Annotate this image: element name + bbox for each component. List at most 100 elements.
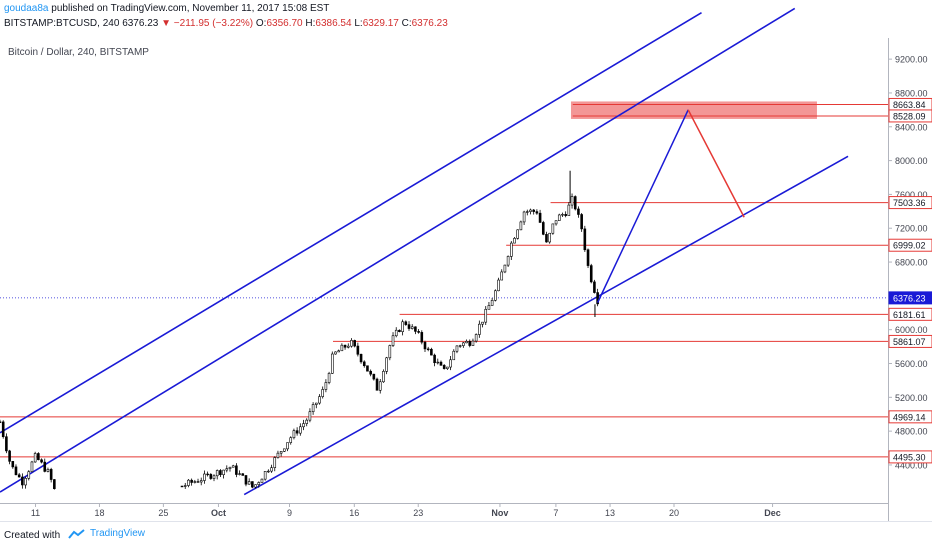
- candle-body: [318, 396, 321, 404]
- candle-body: [359, 353, 363, 363]
- candle-body: [308, 411, 312, 421]
- candle-body: [468, 341, 472, 346]
- x-tick-label: 7: [553, 508, 558, 518]
- level-badge: [888, 307, 932, 321]
- candle-body: [481, 321, 484, 325]
- level-badge: [888, 334, 932, 348]
- candle-body: [567, 204, 571, 216]
- candle-body: [532, 209, 535, 212]
- candle-body: [455, 345, 459, 352]
- x-tick-label: 20: [669, 508, 679, 518]
- y-tick-label: 4800.00: [895, 427, 928, 437]
- candle-body: [417, 331, 420, 333]
- candle-body: [270, 467, 273, 472]
- candle-body: [21, 476, 24, 486]
- last-price: 6376.23: [122, 18, 159, 29]
- candle-body: [244, 475, 248, 485]
- candle-body: [43, 461, 47, 472]
- level-label: 4969.14: [893, 412, 926, 422]
- candle-body: [267, 470, 270, 473]
- candle-body: [5, 436, 8, 452]
- candle-body: [1, 421, 5, 438]
- level-label: 6999.02: [893, 241, 926, 251]
- candle-body: [187, 479, 190, 486]
- candle-body: [260, 478, 264, 483]
- channel-line-middle[interactable]: [0, 7, 796, 493]
- candle-body: [193, 481, 197, 483]
- candle-body: [494, 290, 497, 301]
- x-tick-label: 11: [31, 508, 40, 518]
- candle-body: [241, 473, 245, 476]
- candle-body: [529, 209, 532, 212]
- candle-body: [321, 389, 324, 397]
- candle-body: [426, 348, 430, 350]
- candle-body: [33, 453, 37, 463]
- candle-body: [257, 482, 261, 485]
- candle-body: [410, 326, 414, 329]
- x-tick-label: 23: [413, 508, 423, 518]
- y-tick-label: 7600.00: [895, 190, 928, 200]
- level-badge: [888, 196, 932, 210]
- current-price-badge: [888, 291, 932, 305]
- footer-bar: Created with TradingView: [0, 521, 932, 551]
- y-tick-label: 7200.00: [895, 224, 928, 234]
- candle-body: [180, 485, 184, 488]
- x-tick-label: 18: [94, 508, 104, 518]
- x-tick-label: Oct: [211, 508, 226, 518]
- level-label: 7503.36: [893, 198, 926, 208]
- projection-down-line[interactable]: [687, 109, 745, 218]
- author-link[interactable]: goudaa8a: [4, 3, 49, 14]
- channel-line-lower[interactable]: [243, 155, 849, 496]
- candle-body: [452, 350, 456, 361]
- tradingview-brand-label: TradingView: [90, 528, 146, 539]
- candle-body: [8, 450, 11, 462]
- candle-body: [554, 220, 558, 225]
- chart-title: Bitcoin / Dollar, 240, BITSTAMP: [8, 47, 149, 58]
- candle-body: [510, 242, 513, 257]
- resistance-zone[interactable]: [570, 101, 817, 119]
- candle-body: [315, 402, 318, 405]
- candle-body: [334, 351, 337, 355]
- level-badge: [888, 238, 932, 252]
- open-value: 6356.70: [266, 18, 303, 29]
- candle-body: [311, 404, 315, 413]
- y-tick-label: 8800.00: [895, 88, 928, 98]
- x-tick-label: Nov: [491, 508, 508, 518]
- candle-body: [356, 345, 360, 355]
- level-label: 8663.84: [893, 100, 926, 110]
- high-value: 6386.54: [315, 18, 352, 29]
- candle-body: [369, 370, 372, 375]
- candle-body: [254, 484, 257, 488]
- candle-body: [190, 479, 193, 483]
- candle-body: [283, 448, 286, 452]
- candle-body: [487, 305, 491, 310]
- close-label: C:: [401, 18, 412, 29]
- candle-body: [353, 340, 356, 347]
- candle-body: [407, 324, 411, 329]
- candle-body: [535, 211, 539, 214]
- tradingview-brand[interactable]: TradingView: [68, 528, 145, 539]
- channel-line-upper[interactable]: [0, 11, 702, 434]
- candle-body: [538, 212, 542, 223]
- level-label: 8528.09: [893, 111, 926, 121]
- candle-body: [573, 196, 577, 210]
- candle-body: [222, 469, 225, 476]
- candle-body: [423, 341, 427, 350]
- candle-body: [497, 279, 500, 292]
- candle-body: [337, 350, 340, 353]
- y-tick-label: 5200.00: [895, 393, 928, 403]
- candle-body: [196, 481, 200, 483]
- candle-body: [273, 457, 277, 468]
- candle-body: [516, 229, 520, 239]
- candle-body: [500, 271, 504, 281]
- projection-up-line[interactable]: [596, 109, 689, 303]
- candle-body: [327, 373, 331, 383]
- candle-body: [385, 357, 388, 372]
- low-label: L:: [354, 18, 363, 29]
- publish-header: goudaa8a published on TradingView.com, N…: [4, 3, 329, 14]
- low-value: 6329.17: [362, 18, 399, 29]
- y-tick-label: 8400.00: [895, 122, 928, 132]
- candle-body: [292, 430, 296, 439]
